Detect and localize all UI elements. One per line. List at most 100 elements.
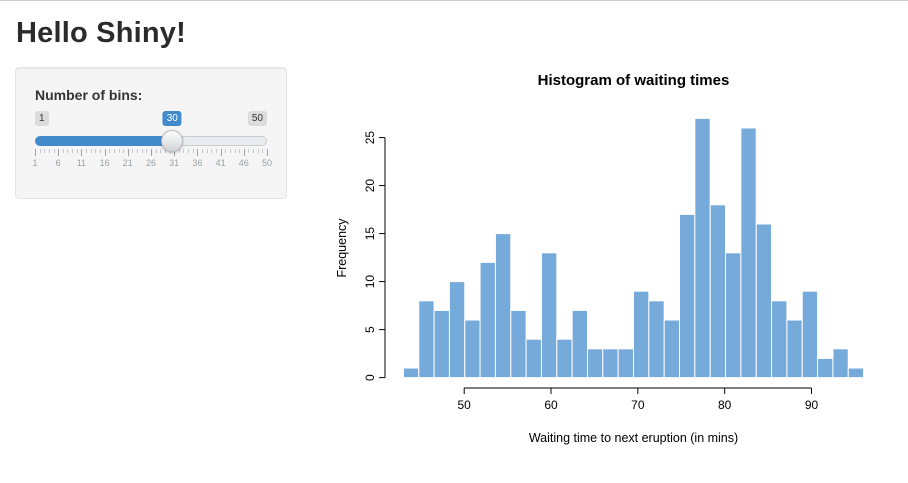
slider-grid-tick — [76, 149, 78, 153]
slider-grid-tick — [118, 149, 120, 153]
slider-grid-tick — [248, 149, 250, 153]
slider-grid-tick — [53, 149, 55, 153]
slider-grid-tick — [86, 149, 88, 153]
slider-grid-tick — [44, 149, 46, 153]
slider-grid-label: 26 — [145, 158, 157, 168]
slider-grid-tick — [109, 149, 111, 153]
slider-grid-label: 16 — [99, 158, 110, 168]
slider-grid-tick — [164, 149, 166, 153]
histogram-bar — [832, 348, 849, 379]
slider-grid-tick — [123, 149, 125, 153]
slider-grid-tick — [95, 149, 97, 153]
y-tick-label: 10 — [363, 275, 377, 289]
slider-grid-tick — [48, 149, 50, 153]
slider-grid-tick — [215, 149, 217, 153]
slider-grid-tick — [211, 149, 213, 153]
histogram-bar — [725, 252, 742, 379]
bins-slider[interactable]: 1 50 30 1 6 11 16 21 26 31 36 41 46 50 — [32, 111, 272, 171]
histogram-bar — [663, 319, 681, 379]
slider-grid-tick — [253, 149, 255, 153]
histogram-bar — [418, 300, 435, 379]
slider-grid-tick — [160, 149, 162, 153]
slider-grid-tick — [113, 149, 115, 153]
slider-grid-tick — [155, 149, 157, 153]
slider-grid-label: 36 — [192, 158, 203, 168]
histogram-bar — [633, 290, 650, 379]
slider-grid-tick — [35, 149, 36, 156]
slider-grid-label: 50 — [261, 158, 273, 168]
y-tick-label: 5 — [363, 326, 377, 333]
slider-grid-label: 46 — [238, 158, 249, 168]
histogram-svg: 50 60 70 80 90 0 5 10 15 20 25 Histogram of waiting… — [335, 72, 865, 445]
slider-grid-tick — [174, 149, 176, 156]
slider-grid-tick — [234, 149, 236, 153]
x-tick-label: 70 — [631, 398, 645, 412]
slider-min-label: 1 — [35, 111, 49, 126]
slider-grid-tick — [257, 149, 259, 153]
slider-max-label: 50 — [247, 111, 267, 126]
slider-grid-label: 41 — [215, 158, 226, 168]
slider-grid-tick — [225, 149, 227, 153]
slider-grid-tick — [262, 149, 264, 153]
bins-label: Number of bins: — [35, 87, 143, 103]
slider-grid-tick — [202, 149, 204, 153]
histogram-bar — [847, 367, 865, 379]
y-axis-title: Frequency — [335, 218, 349, 278]
histogram-bar — [448, 281, 466, 379]
histogram-bar — [694, 117, 711, 379]
histogram-bar — [525, 338, 542, 379]
slider-grid-tick — [127, 149, 129, 156]
histogram-bar — [755, 223, 773, 379]
slider-grid-tick — [90, 149, 92, 153]
slider-filled-bar — [35, 136, 173, 146]
histogram-bar — [709, 204, 727, 379]
histogram-bar — [817, 357, 834, 379]
sidebar-panel: Number of bins: 1 50 30 1 6 11 16 21 26 31 36 41… — [15, 67, 287, 199]
y-tick-label: 15 — [363, 227, 377, 241]
slider-grid-tick — [229, 149, 231, 153]
x-tick-label: 50 — [458, 398, 472, 412]
slider-grid-tick — [137, 149, 139, 153]
histogram-bar — [602, 348, 619, 379]
histogram-bar — [801, 290, 819, 379]
slider-grid-tick — [188, 149, 190, 153]
slider-grid-tick — [178, 149, 180, 153]
slider-grid-tick — [183, 149, 185, 153]
slider-grid-tick — [141, 149, 143, 153]
x-tick-label: 60 — [544, 398, 558, 412]
y-tick-label: 20 — [363, 179, 377, 193]
histogram-bar — [479, 261, 496, 379]
histogram-bar — [740, 127, 757, 379]
slider-grid-tick — [146, 149, 148, 153]
slider-grid-tick — [62, 149, 64, 153]
slider-grid-label: 11 — [76, 158, 87, 168]
slider-grid-label: 31 — [169, 158, 180, 168]
slider-grid-tick — [132, 149, 134, 153]
histogram-bar — [464, 319, 481, 379]
slider-grid-label: 1 — [32, 158, 38, 168]
chart-title: Histogram of waiting times — [538, 72, 730, 89]
slider-handle[interactable] — [161, 130, 184, 152]
y-tick-label: 0 — [363, 374, 377, 381]
histogram-bar — [494, 233, 512, 379]
histogram-bar — [571, 309, 588, 379]
slider-grid-tick — [151, 149, 152, 156]
slider-grid-tick — [104, 149, 106, 156]
slider-grid: 1 6 11 16 21 26 31 36 41 46 50 — [32, 149, 272, 169]
histogram-bar — [540, 252, 558, 379]
slider-grid-tick — [243, 149, 245, 156]
slider-grid-tick — [81, 149, 83, 156]
slider-grid-label: 21 — [122, 158, 133, 168]
histogram-bar — [771, 300, 788, 379]
plot-panel: 50 60 70 80 90 0 5 10 15 20 25 Histogram of waiting… — [330, 63, 890, 467]
slider-grid-tick — [99, 149, 101, 153]
histogram-bar — [586, 348, 604, 379]
slider-grid-tick — [192, 149, 194, 153]
slider-grid-label: 6 — [55, 158, 61, 168]
slider-grid-tick — [67, 149, 69, 153]
histogram-bar — [679, 213, 696, 379]
slider-grid-tick — [58, 149, 60, 156]
slider-grid-tick — [197, 149, 199, 156]
histogram-bar — [786, 319, 803, 379]
